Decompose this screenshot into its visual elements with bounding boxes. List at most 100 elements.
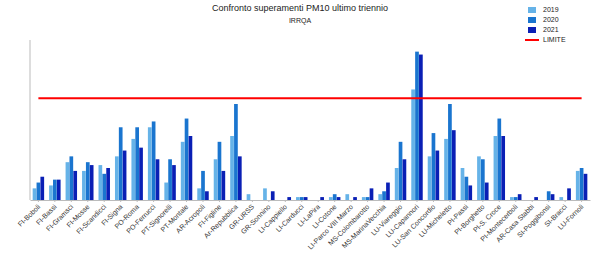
bar [329,197,333,200]
bar [263,188,267,200]
x-tick-mark [170,200,171,202]
bar [197,188,201,200]
bar [185,119,189,200]
marks [33,52,588,200]
bar [37,183,41,200]
x-tick-mark [285,200,286,202]
bar [222,171,226,200]
x-tick-mark [384,200,385,202]
x-tick-mark [449,200,450,202]
bar [444,139,448,200]
bar [230,136,234,200]
bar [497,119,501,200]
bar [57,180,61,200]
x-tick-mark [38,200,39,202]
x-tick-mark [466,200,467,202]
bar [115,156,119,200]
bar [131,139,135,200]
bar [304,197,308,200]
bar [287,197,291,200]
bar [102,174,106,200]
x-tick-mark [120,200,121,202]
bar [214,159,218,200]
bar [551,194,555,200]
bar [415,52,419,200]
bar-series [37,52,584,200]
legend: 2019 2020 2021 LIMITE [525,6,566,43]
bar [33,188,37,200]
x-tick: LU-Fornoli [557,200,585,231]
x-tick-mark [235,200,236,202]
x-tick-mark [515,200,516,202]
legend-label: 2019 [543,6,559,13]
x-tick-mark [581,200,582,202]
bar [280,200,284,201]
x-tick-mark [367,200,368,202]
bar [49,185,53,200]
bar [481,159,485,200]
bar [189,136,193,200]
bar [403,159,407,200]
bar [164,183,168,200]
x-tick-mark [71,200,72,202]
bar [66,162,70,200]
bar [395,168,399,200]
legend-swatch [528,7,536,13]
title: Confronto superamenti PM10 ultimo trienn… [212,3,388,13]
bar [69,156,73,200]
bar [40,177,44,200]
bar [156,159,160,200]
bar [218,142,222,200]
bar-series [33,89,580,200]
bar [378,194,382,200]
bar [90,165,94,200]
x-tick: GR-Sonnino [240,200,272,235]
x-tick-mark [400,200,401,202]
x-axis-line [31,200,591,201]
legend-swatch [525,39,539,41]
bar [543,200,547,201]
x-tick-mark [433,200,434,202]
bar [296,197,300,200]
bar [563,200,567,201]
y-axis-line [30,40,31,200]
bar [559,197,563,200]
bar [584,174,588,200]
bar [135,127,139,200]
legend-label: LIMITE [543,36,566,43]
x-tick-mark [268,200,269,202]
bar [283,200,287,201]
bar [123,151,127,200]
bar [461,168,465,200]
legend-entry: LIMITE [525,36,566,43]
x-tick-mark [137,200,138,202]
bar [399,142,403,200]
bar [567,188,571,200]
bar [148,127,152,200]
bar [530,200,534,201]
bar [353,197,357,200]
x-tick-mark [482,200,483,202]
bar [320,197,324,200]
bar [73,171,77,200]
bar [547,191,551,200]
bar [152,121,156,200]
legend-label: 2020 [543,16,559,23]
bar [428,156,432,200]
bar [370,188,374,200]
bar [86,162,90,200]
x-tick-mark [301,200,302,202]
bar [345,194,349,200]
bar [333,194,337,200]
bar [172,165,176,200]
legend-entry: 2019 [528,6,559,13]
bar [247,194,251,200]
legend-entry: 2021 [528,26,559,33]
x-tick-mark [203,200,204,202]
x-tick-mark [186,200,187,202]
x-tick-mark [334,200,335,202]
bar [99,165,103,200]
bar [382,191,386,200]
legend-label: 2021 [543,26,559,33]
bar [435,151,439,200]
